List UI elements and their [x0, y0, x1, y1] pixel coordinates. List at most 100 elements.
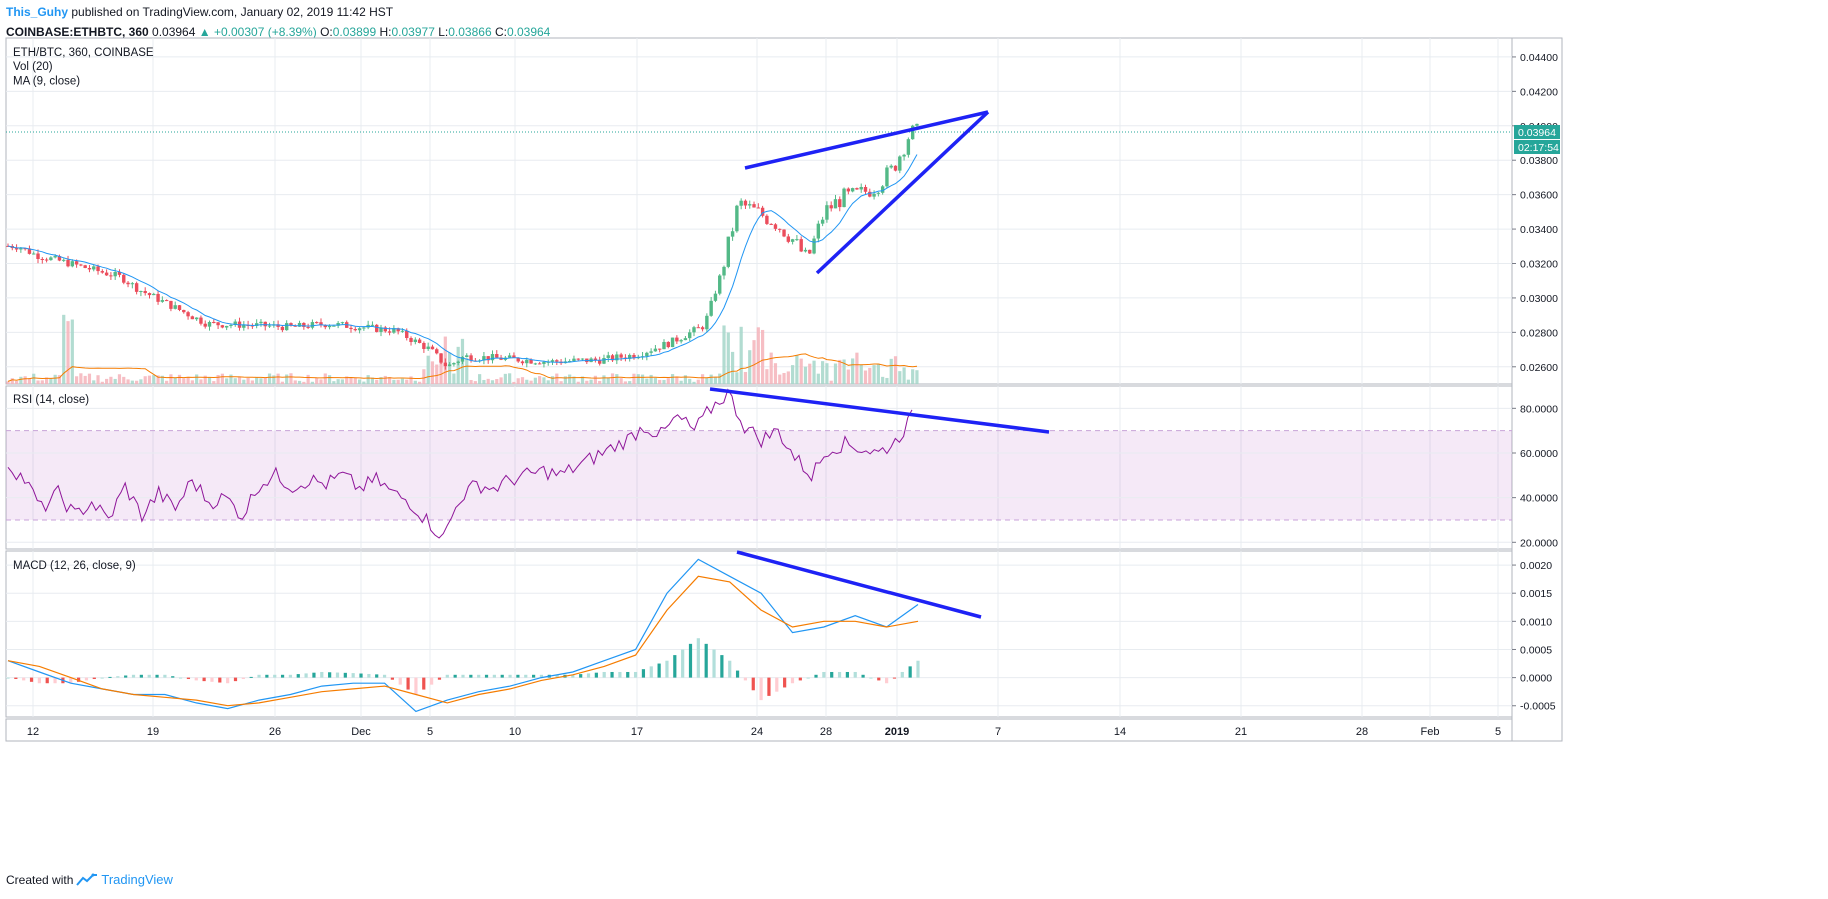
tradingview-brand-link[interactable]: TradingView: [101, 872, 173, 887]
macd-y-tick-label: 0.0020: [1520, 560, 1552, 572]
macd-histogram-bar: [845, 671, 849, 678]
candlestick: [520, 360, 525, 366]
volume-bar: [10, 378, 14, 384]
candle-body: [169, 300, 173, 309]
candle-body: [709, 300, 713, 316]
price-value: 0.03964: [152, 25, 196, 39]
candle-body: [173, 305, 177, 309]
candlestick: [439, 353, 443, 365]
candlestick: [152, 292, 156, 296]
volume-bar: [846, 369, 850, 384]
candle-body: [649, 351, 653, 353]
volume-bar: [503, 373, 507, 384]
candlestick: [465, 353, 469, 358]
volume-bar: [250, 380, 254, 384]
volume-bar: [96, 375, 100, 384]
macd-histogram-bar: [586, 673, 591, 678]
volume-bar: [881, 376, 885, 384]
candlestick: [880, 184, 885, 195]
candlestick: [220, 324, 225, 329]
candle-body: [134, 283, 139, 292]
candle-body: [739, 200, 743, 206]
candle-body: [323, 325, 327, 328]
candle-body: [357, 328, 362, 331]
macd-histogram-bar: [147, 674, 151, 678]
macd-histogram-bar: [304, 673, 308, 678]
macd-histogram-bar: [139, 674, 143, 678]
candle-body: [186, 312, 190, 317]
volume-bar: [169, 374, 173, 384]
candlestick: [173, 301, 177, 310]
macd-histogram-bar: [375, 674, 379, 678]
macd-histogram-bar: [712, 649, 716, 678]
candlestick: [597, 356, 602, 366]
candle-body: [773, 224, 778, 229]
macd-histogram-bar: [312, 672, 316, 678]
candle-body: [426, 346, 430, 349]
macd-histogram-bar: [469, 674, 473, 678]
candle-body: [692, 327, 696, 333]
candlestick: [889, 164, 893, 169]
candle-body: [615, 354, 619, 361]
rsi-y-tick-label: 60.0000: [1520, 448, 1558, 460]
candlestick: [92, 264, 96, 272]
candle-body: [152, 293, 156, 296]
candle-body: [297, 322, 302, 327]
change-value: ▲ +0.00307 (+8.39%): [198, 25, 317, 39]
volume-bar: [340, 379, 345, 384]
volume-bar: [576, 381, 580, 384]
macd-histogram-bar: [398, 677, 402, 685]
volume-bar: [529, 380, 533, 384]
candle-body: [700, 327, 705, 330]
candle-body: [302, 322, 306, 327]
ma-line: [7, 154, 918, 363]
volume-bar: [628, 381, 632, 384]
candle-body: [224, 325, 229, 328]
candle-body: [413, 339, 418, 343]
price-y-tick-label: 0.04200: [1520, 86, 1558, 98]
volume-bar: [126, 379, 130, 384]
candlestick: [743, 199, 748, 209]
volume-bar: [756, 327, 760, 384]
x-tick-label: 21: [1235, 726, 1247, 738]
volume-bar: [280, 381, 284, 384]
candlestick: [606, 351, 610, 362]
volume-bar: [44, 377, 49, 384]
volume-bar: [516, 378, 520, 384]
candlestick: [392, 325, 396, 334]
author-link[interactable]: This_Guhy: [6, 5, 69, 19]
candlestick: [310, 319, 315, 330]
candle-body: [160, 300, 165, 302]
candle-body: [122, 274, 126, 283]
candlestick: [469, 353, 473, 363]
volume-bar: [649, 374, 653, 384]
candle-body: [795, 239, 799, 241]
chart-canvas[interactable]: 12 19 26 Dec 5 10 17 24 28 2019 7 14 21 28 Feb 5 0.04400…: [0, 0, 1828, 870]
candle-body: [718, 275, 722, 294]
macd-histogram-bar: [814, 674, 818, 678]
volume-bar: [610, 373, 615, 384]
macd-histogram-bar: [532, 674, 536, 678]
candle-body: [880, 186, 885, 193]
candle-body: [868, 191, 872, 197]
macd-histogram-bar: [681, 649, 685, 678]
candle-body: [606, 355, 610, 358]
volume-bar: [898, 371, 902, 384]
macd-histogram-bar: [249, 676, 253, 678]
volume-bar: [915, 370, 919, 384]
candle-body: [405, 330, 409, 339]
volume-bar: [306, 374, 310, 384]
macd-histogram-bar: [273, 674, 277, 678]
volume-bar: [375, 379, 379, 384]
macd-histogram-bar: [84, 677, 89, 681]
candle-body: [542, 361, 546, 364]
candlestick: [718, 274, 722, 296]
macd-histogram-bar: [798, 677, 802, 681]
candlestick: [190, 315, 195, 320]
macd-histogram-bar: [45, 677, 49, 684]
candle-body: [550, 360, 555, 362]
volume-bar: [19, 376, 23, 384]
macd-histogram-bar: [6, 677, 10, 679]
volume-bar: [418, 381, 422, 384]
candlestick: [709, 296, 713, 317]
